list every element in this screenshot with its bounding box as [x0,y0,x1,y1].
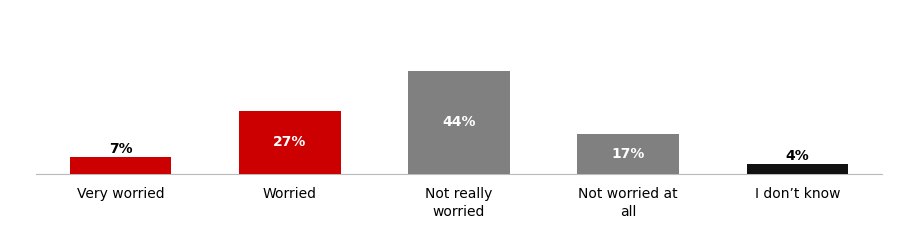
Bar [578,134,679,174]
Text: 17%: 17% [611,147,645,161]
Bar [239,111,340,174]
Bar [747,164,848,174]
Text: 7%: 7% [109,142,132,156]
Text: 4%: 4% [786,149,809,163]
Bar [409,71,509,174]
Text: 44%: 44% [442,115,476,129]
Text: 27%: 27% [273,135,307,149]
Bar [70,157,171,174]
